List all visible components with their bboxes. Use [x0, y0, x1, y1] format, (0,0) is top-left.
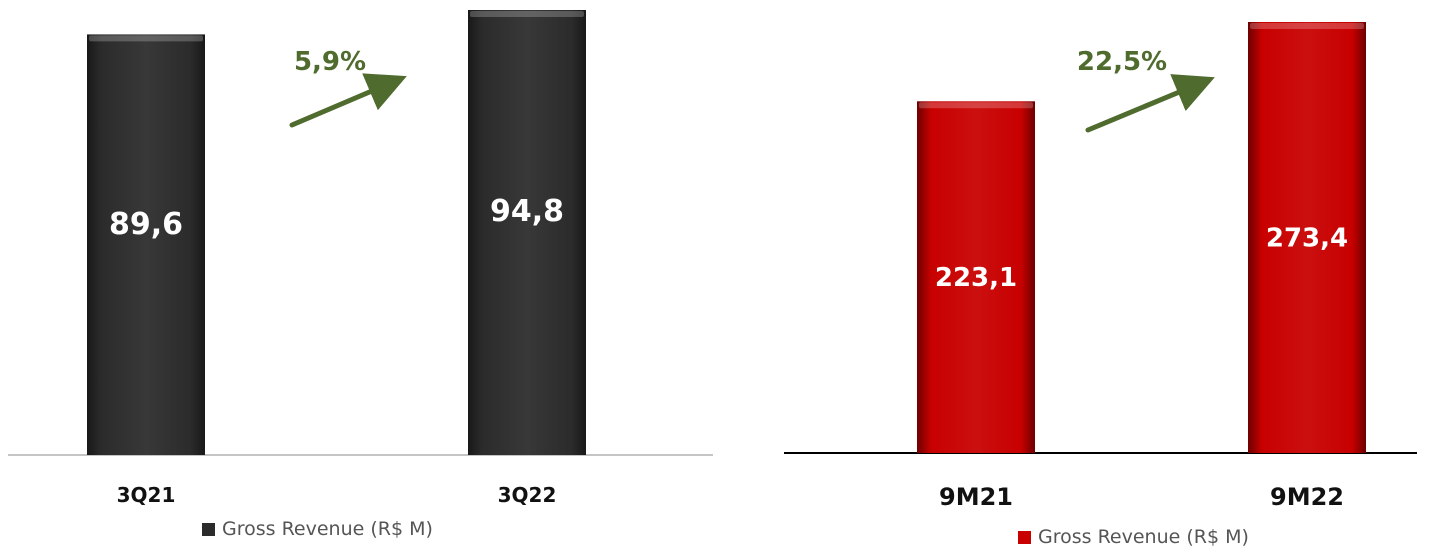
legend-quarterly: Gross Revenue (R$ M): [202, 518, 433, 540]
quarterly-growth-label: 5,9%: [294, 47, 366, 77]
nine-month-category-label-1: 9M22: [1270, 483, 1344, 511]
nine-month-category-label-0: 9M21: [939, 483, 1013, 511]
nine-month-bar-highlight-1: [1250, 23, 1364, 29]
quarterly-value-label-0: 89,6: [109, 207, 183, 242]
legend-label-quarterly: Gross Revenue (R$ M): [222, 518, 433, 540]
quarterly-bar-1: [468, 10, 586, 455]
quarterly-category-label-0: 3Q21: [117, 483, 176, 507]
nine-month-bar-group-0: [917, 101, 1035, 454]
quarterly-bar-0: [87, 34, 205, 456]
nine-month-value-label-1: 273,4: [1266, 224, 1348, 254]
quarterly-value-label-1: 94,8: [490, 194, 564, 229]
legend-swatch-quarterly: [202, 522, 215, 536]
nine-month-bar-0: [917, 101, 1035, 454]
quarterly-revenue-chart: 89,6 3Q21 94,8 3Q22 5,9%: [8, 10, 713, 507]
nine-month-value-label-0: 223,1: [935, 263, 1017, 293]
quarterly-bar-highlight-0: [89, 35, 203, 42]
legend-nine-month: Gross Revenue (R$ M): [1018, 526, 1249, 548]
legend-label-nine-month: Gross Revenue (R$ M): [1038, 526, 1249, 548]
quarterly-bar-highlight-1: [470, 11, 584, 17]
nine-month-growth-label: 22,5%: [1077, 47, 1167, 77]
nine-month-bar-highlight-0: [919, 102, 1033, 109]
nine-month-revenue-chart: 223,1 9M21 273,4 9M22 22,5%: [784, 22, 1417, 511]
quarterly-bar-group-1: [468, 10, 586, 455]
legend-swatch-nine-month: [1018, 530, 1031, 544]
quarterly-category-label-1: 3Q22: [498, 483, 557, 507]
nine-month-bar-group-1: [1248, 22, 1366, 453]
nine-month-growth-arrow: [1085, 74, 1215, 133]
nine-month-bar-1: [1248, 22, 1366, 453]
quarterly-bar-group-0: [87, 34, 205, 456]
quarterly-growth-arrow: [289, 73, 407, 128]
